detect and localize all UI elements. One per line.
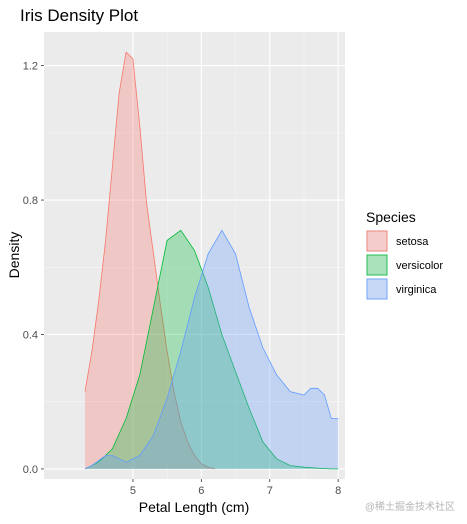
watermark: @稀土掘金技术社区 <box>365 500 455 513</box>
chart-title: Iris Density Plot <box>20 6 138 25</box>
legend-swatch-virginica <box>366 278 388 300</box>
density-line-versicolor <box>84 229 339 470</box>
density-area-virginica <box>85 230 339 469</box>
y-tick-label: 0.4 <box>23 329 38 341</box>
density-area-versicolor <box>85 230 339 469</box>
y-tick-label: 0.0 <box>23 464 38 476</box>
legend-key-bg <box>366 230 388 252</box>
legend-key-bg <box>366 278 388 300</box>
y-tick-label: 0.8 <box>23 195 38 207</box>
grid-lines <box>44 32 345 479</box>
x-axis-title: Petal Length (cm) <box>139 499 250 515</box>
legend-label-setosa: setosa <box>396 236 429 248</box>
legend-title: Species <box>366 209 416 225</box>
density-areas <box>84 51 339 470</box>
plot-panel <box>44 32 345 479</box>
legend-key-bg <box>366 254 388 276</box>
legend-swatch-setosa <box>366 230 388 252</box>
x-tick-label: 6 <box>198 485 204 497</box>
legend-label-virginica: virginica <box>396 284 437 296</box>
y-axis-title: Density <box>6 232 22 279</box>
x-tick-label: 5 <box>130 485 136 497</box>
legend: Species setosa versicolor virginica <box>366 209 443 300</box>
density-line-virginica <box>84 229 339 470</box>
density-area-setosa <box>85 52 215 469</box>
x-tick-label: 7 <box>267 485 273 497</box>
axes: 0.0 0.4 0.8 1.2 5 6 7 8 <box>23 61 342 497</box>
legend-label-versicolor: versicolor <box>396 260 443 272</box>
density-line-setosa <box>84 51 216 470</box>
x-tick-label: 8 <box>335 485 341 497</box>
legend-swatch-versicolor <box>366 254 388 276</box>
y-tick-label: 1.2 <box>23 61 38 73</box>
